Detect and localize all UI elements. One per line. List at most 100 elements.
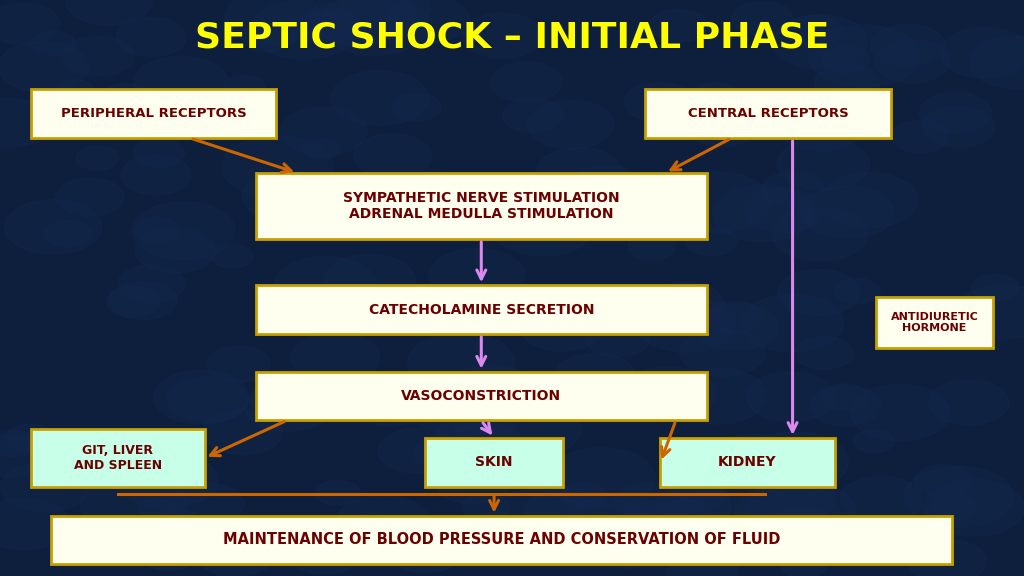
Circle shape [134,217,180,243]
FancyBboxPatch shape [256,285,707,334]
Circle shape [560,483,605,508]
Circle shape [572,165,639,203]
Circle shape [970,36,1024,89]
Circle shape [291,536,359,574]
Circle shape [117,17,186,56]
Circle shape [840,476,923,524]
Circle shape [809,386,881,426]
Circle shape [656,484,731,527]
Circle shape [822,102,877,132]
Circle shape [713,184,814,241]
Circle shape [653,545,690,566]
Circle shape [922,106,995,147]
Circle shape [274,256,377,314]
Circle shape [4,199,101,255]
Text: MAINTENANCE OF BLOOD PRESSURE AND CONSERVATION OF FLUID: MAINTENANCE OF BLOOD PRESSURE AND CONSER… [223,532,780,548]
Circle shape [66,0,153,25]
Circle shape [109,282,177,320]
FancyBboxPatch shape [256,372,707,420]
Circle shape [0,430,38,457]
Circle shape [445,423,525,469]
Circle shape [340,0,431,33]
Circle shape [223,75,265,98]
Circle shape [874,40,950,83]
Circle shape [706,301,763,334]
Circle shape [462,494,509,521]
Circle shape [820,173,918,228]
Circle shape [251,0,357,59]
Circle shape [777,138,869,190]
Circle shape [101,84,150,111]
Circle shape [1,462,89,512]
Circle shape [486,489,587,545]
Circle shape [920,92,991,133]
Circle shape [870,24,945,67]
Circle shape [762,172,824,207]
Circle shape [686,106,758,146]
Circle shape [203,410,283,455]
Circle shape [242,21,296,52]
Circle shape [772,15,868,69]
Circle shape [242,170,334,222]
Circle shape [121,155,191,195]
Circle shape [250,381,319,420]
Circle shape [514,312,552,334]
Circle shape [526,100,614,149]
Text: GIT, LIVER
AND SPLEEN: GIT, LIVER AND SPLEEN [74,444,162,472]
Circle shape [734,484,841,544]
Circle shape [0,41,89,92]
Circle shape [206,346,270,382]
Circle shape [133,138,184,168]
Circle shape [224,0,321,45]
Text: PERIPHERAL RECEPTORS: PERIPHERAL RECEPTORS [60,107,247,120]
Circle shape [644,282,724,327]
Circle shape [694,304,779,351]
Circle shape [0,98,51,147]
FancyBboxPatch shape [31,429,205,487]
Circle shape [371,382,444,423]
Circle shape [667,368,767,424]
Circle shape [907,540,986,576]
Circle shape [0,434,49,477]
Circle shape [152,509,203,537]
Circle shape [673,481,725,510]
Circle shape [516,195,574,228]
Circle shape [553,390,592,412]
Text: CENTRAL RECEPTORS: CENTRAL RECEPTORS [688,107,848,120]
Circle shape [624,82,694,122]
Circle shape [44,220,92,247]
Circle shape [366,192,423,223]
Circle shape [134,530,204,570]
Circle shape [801,185,895,238]
FancyBboxPatch shape [51,516,952,564]
Circle shape [658,491,769,553]
Circle shape [221,136,333,198]
Circle shape [850,384,950,441]
Circle shape [667,549,738,576]
Circle shape [212,245,254,268]
Text: KIDNEY: KIDNEY [718,455,777,469]
Circle shape [628,233,676,260]
Circle shape [931,494,977,520]
Circle shape [585,320,650,357]
Circle shape [463,13,543,58]
Circle shape [118,264,185,302]
Circle shape [537,147,623,196]
FancyBboxPatch shape [876,297,993,348]
Circle shape [913,464,973,497]
FancyBboxPatch shape [425,438,563,487]
Circle shape [940,28,1024,78]
Circle shape [611,483,693,529]
Circle shape [437,418,493,449]
Circle shape [197,532,275,576]
Circle shape [548,448,655,508]
Circle shape [353,134,432,178]
Circle shape [759,477,837,520]
Circle shape [822,47,869,73]
FancyBboxPatch shape [645,89,891,138]
Circle shape [613,494,718,554]
Circle shape [0,3,60,44]
Circle shape [138,499,176,520]
Circle shape [302,138,340,159]
Circle shape [835,279,881,304]
